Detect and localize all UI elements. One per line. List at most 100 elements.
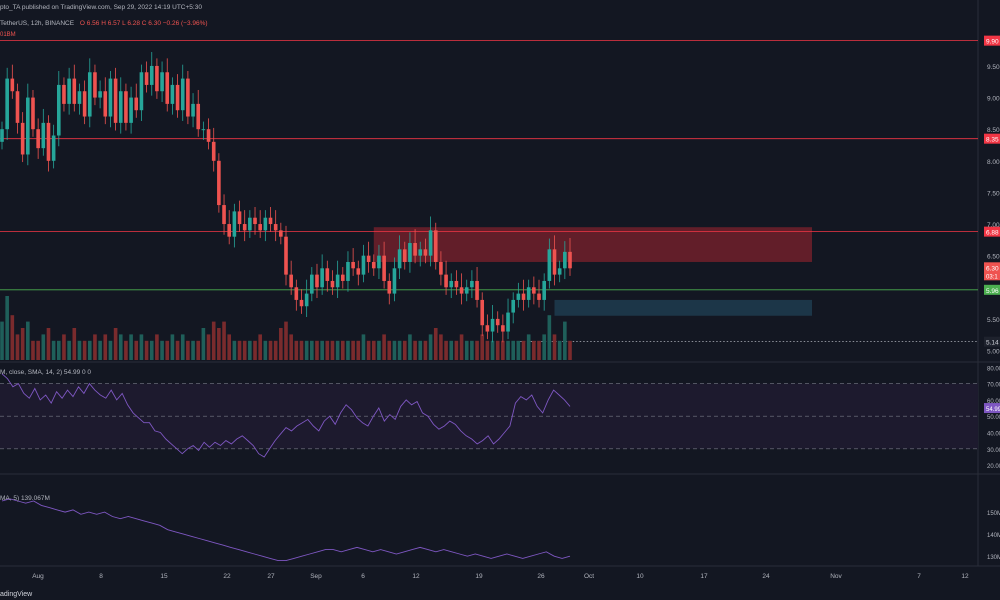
- price-axis[interactable]: 9.90 8.35 6.88 5.96 5.14 9.50 9.00 8.50 8.00 7.50…: [984, 35, 1000, 562]
- candle-body[interactable]: [175, 84, 180, 111]
- candle-body[interactable]: [310, 274, 314, 294]
- candle-body[interactable]: [315, 274, 319, 288]
- candle-body[interactable]: [304, 293, 309, 307]
- candle-body[interactable]: [464, 287, 469, 294]
- candle-body[interactable]: [15, 91, 20, 123]
- candle-body[interactable]: [320, 268, 324, 288]
- candle-body[interactable]: [392, 268, 397, 294]
- candle-body[interactable]: [211, 141, 216, 161]
- candle-body[interactable]: [454, 280, 459, 288]
- candle-body[interactable]: [537, 293, 541, 300]
- candle-body[interactable]: [284, 236, 288, 275]
- candle-body[interactable]: [41, 122, 46, 149]
- candle-body[interactable]: [366, 255, 371, 262]
- candle-body[interactable]: [563, 251, 567, 269]
- candle-body[interactable]: [134, 97, 139, 111]
- candle-body[interactable]: [356, 268, 361, 275]
- candle-body[interactable]: [31, 97, 35, 130]
- candle-body[interactable]: [62, 84, 66, 104]
- candle-body[interactable]: [444, 274, 448, 288]
- candle-body[interactable]: [46, 122, 51, 161]
- candle-body[interactable]: [51, 135, 56, 161]
- candle-body[interactable]: [449, 280, 454, 288]
- candle-body[interactable]: [118, 91, 123, 123]
- candle-body[interactable]: [108, 78, 113, 117]
- candle-body[interactable]: [0, 129, 4, 142]
- candle-body[interactable]: [299, 299, 304, 307]
- candle-body[interactable]: [423, 249, 428, 256]
- candle-body[interactable]: [433, 230, 438, 262]
- candle-body[interactable]: [382, 255, 386, 281]
- candle-body[interactable]: [413, 243, 417, 256]
- candle-body[interactable]: [93, 72, 97, 98]
- candle-body[interactable]: [103, 91, 108, 117]
- candle-body[interactable]: [237, 211, 242, 225]
- candle-body[interactable]: [258, 224, 262, 231]
- candle-body[interactable]: [351, 261, 355, 269]
- candle-body[interactable]: [511, 299, 516, 313]
- candle-body[interactable]: [98, 91, 102, 98]
- candle-body[interactable]: [232, 211, 237, 237]
- candle-body[interactable]: [165, 72, 170, 104]
- candle-body[interactable]: [279, 230, 283, 237]
- candle-body[interactable]: [82, 91, 87, 117]
- candles-layer[interactable]: [0, 52, 572, 343]
- candle-body[interactable]: [408, 243, 412, 262]
- candle-body[interactable]: [124, 91, 128, 123]
- candle-body[interactable]: [263, 217, 268, 231]
- candle-body[interactable]: [361, 255, 366, 275]
- candle-body[interactable]: [191, 103, 195, 117]
- candle-body[interactable]: [87, 72, 92, 117]
- rsi-panel[interactable]: M, close, SMA, 14, 2) 54.99 0 0: [0, 369, 978, 458]
- candle-body[interactable]: [139, 72, 144, 111]
- candle-body[interactable]: [439, 261, 443, 275]
- candle-body[interactable]: [330, 280, 335, 288]
- candle-body[interactable]: [397, 249, 402, 269]
- candle-body[interactable]: [418, 249, 423, 256]
- candle-body[interactable]: [532, 287, 536, 294]
- candle-body[interactable]: [568, 251, 572, 269]
- candle-body[interactable]: [242, 224, 247, 231]
- time-axis[interactable]: Aug 8 15 22 27 Sep 6 12 19 26 Oct 10 17 24 Nov 7 12: [32, 573, 969, 580]
- candle-body[interactable]: [542, 280, 546, 300]
- candle-body[interactable]: [5, 78, 9, 130]
- candle-body[interactable]: [144, 72, 149, 85]
- candle-body[interactable]: [340, 274, 345, 281]
- candle-body[interactable]: [268, 217, 273, 225]
- candle-body[interactable]: [490, 318, 495, 332]
- candle-body[interactable]: [20, 122, 25, 155]
- obv-panel[interactable]: MA, 5) 139.067M: [0, 495, 571, 562]
- candle-body[interactable]: [217, 160, 221, 206]
- candle-body[interactable]: [180, 78, 185, 111]
- candle-body[interactable]: [149, 65, 154, 85]
- candle-body[interactable]: [10, 78, 15, 92]
- candle-body[interactable]: [335, 274, 340, 288]
- candle-body[interactable]: [72, 78, 77, 104]
- candle-body[interactable]: [170, 84, 175, 104]
- candle-body[interactable]: [325, 268, 330, 281]
- candle-body[interactable]: [470, 280, 474, 288]
- candle-body[interactable]: [67, 78, 71, 104]
- candle-body[interactable]: [459, 287, 464, 294]
- candle-body[interactable]: [475, 280, 479, 300]
- candle-body[interactable]: [129, 97, 133, 123]
- candle-body[interactable]: [346, 261, 350, 281]
- candle-body[interactable]: [485, 325, 490, 332]
- candle-body[interactable]: [547, 249, 552, 281]
- candle-body[interactable]: [526, 287, 531, 300]
- obv-line[interactable]: [1, 498, 571, 562]
- candle-body[interactable]: [196, 103, 201, 130]
- candle-body[interactable]: [289, 274, 293, 288]
- candle-body[interactable]: [26, 97, 30, 155]
- candle-body[interactable]: [402, 249, 407, 262]
- candle-body[interactable]: [56, 84, 61, 136]
- candle-body[interactable]: [516, 293, 521, 300]
- candle-body[interactable]: [113, 78, 118, 123]
- candle-body[interactable]: [552, 249, 557, 275]
- candle-body[interactable]: [248, 217, 252, 231]
- candle-body[interactable]: [428, 230, 433, 256]
- candle-body[interactable]: [371, 261, 376, 269]
- candle-body[interactable]: [206, 129, 211, 142]
- candle-body[interactable]: [495, 318, 500, 326]
